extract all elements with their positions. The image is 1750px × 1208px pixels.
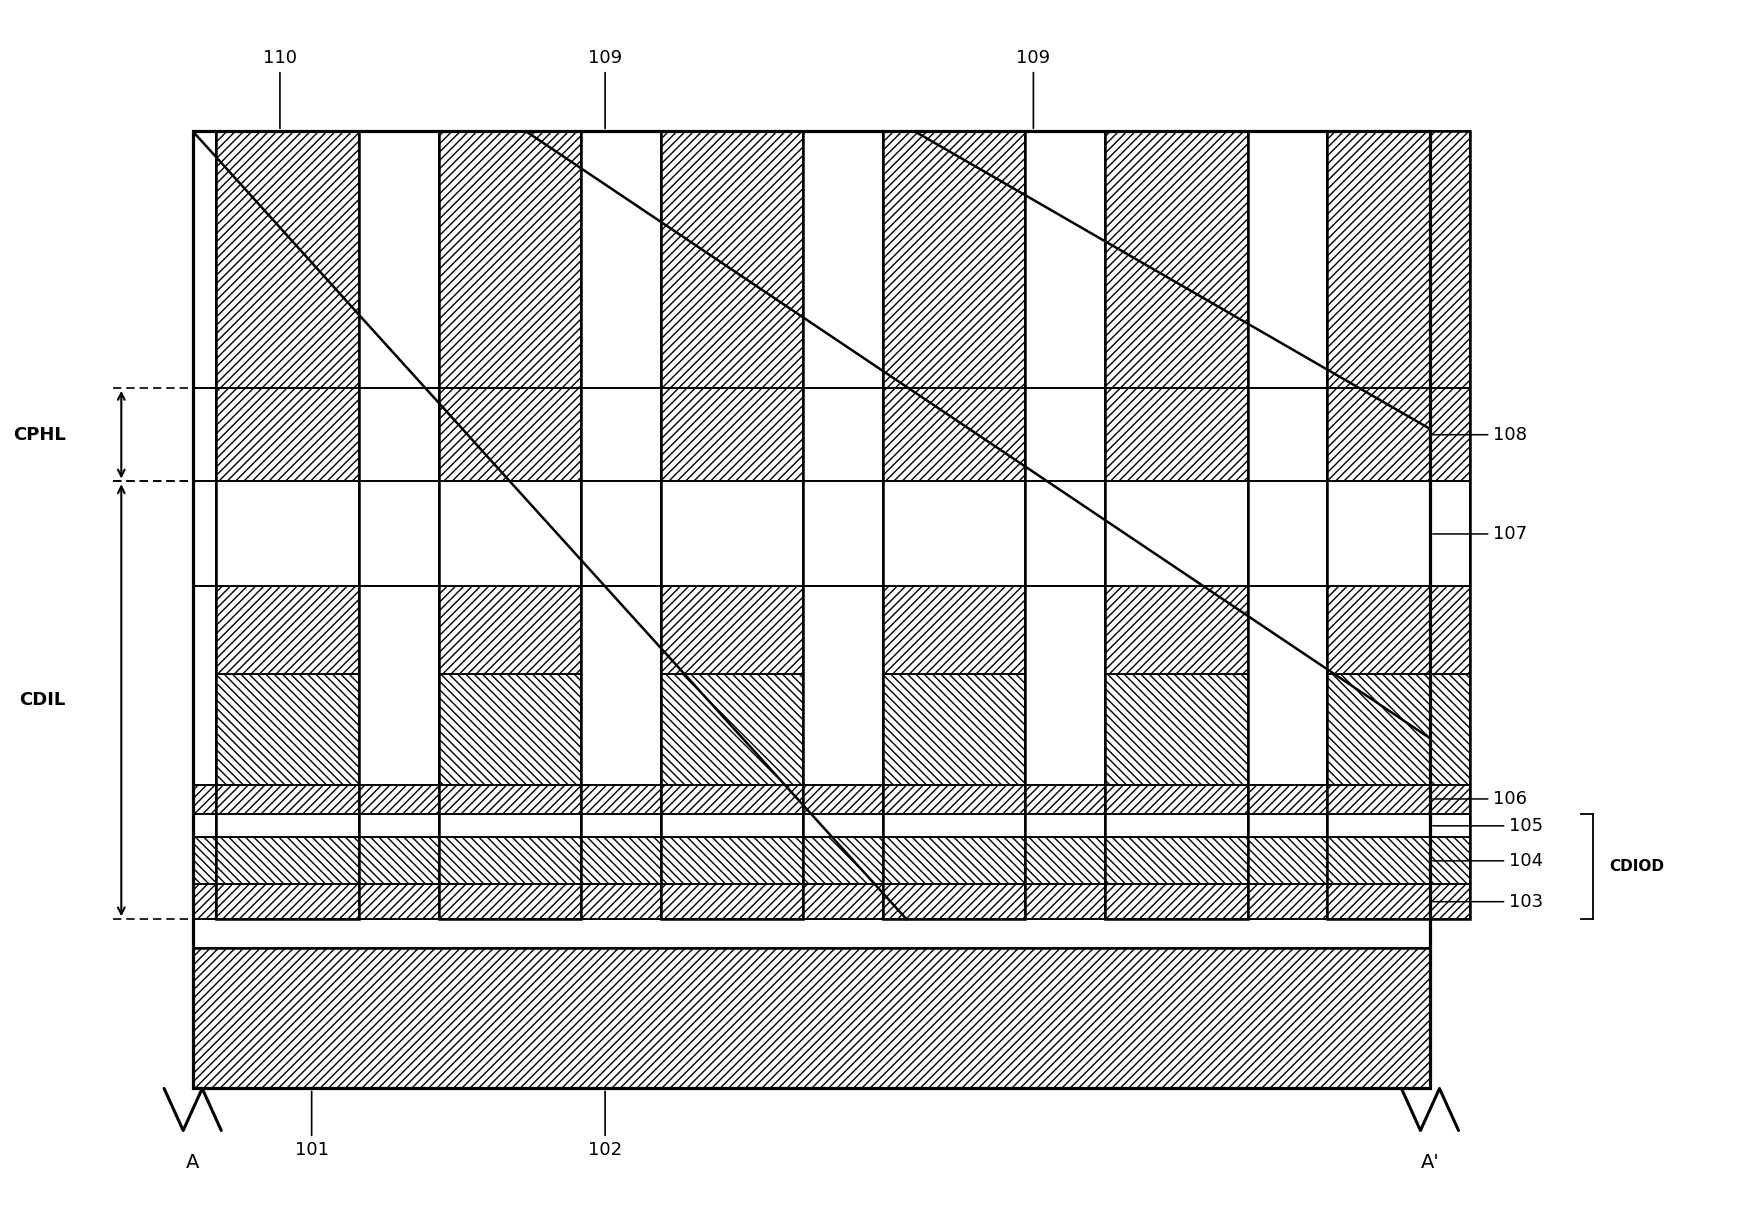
Text: A: A bbox=[186, 1152, 200, 1172]
Text: 103: 103 bbox=[1433, 893, 1544, 911]
Bar bbox=[439, 587, 581, 674]
Bar bbox=[882, 884, 1026, 919]
Bar bbox=[1326, 132, 1470, 919]
Bar bbox=[439, 388, 581, 482]
Bar bbox=[882, 388, 1026, 482]
Text: 104: 104 bbox=[1433, 852, 1544, 870]
Bar bbox=[217, 482, 359, 587]
Bar bbox=[1326, 814, 1470, 837]
Bar bbox=[217, 132, 359, 919]
Bar bbox=[192, 948, 1430, 1088]
Bar bbox=[439, 837, 581, 884]
Bar bbox=[1326, 132, 1470, 919]
Bar bbox=[662, 674, 803, 785]
Bar bbox=[662, 388, 803, 482]
Bar bbox=[1104, 482, 1248, 587]
Bar bbox=[217, 814, 359, 837]
Bar bbox=[1326, 132, 1470, 388]
Bar bbox=[1104, 132, 1248, 388]
Bar bbox=[1326, 785, 1470, 814]
Bar bbox=[1326, 837, 1470, 884]
Bar bbox=[662, 482, 803, 587]
Text: CDIL: CDIL bbox=[19, 691, 66, 709]
Bar bbox=[1104, 837, 1248, 884]
Bar bbox=[662, 132, 803, 919]
Bar bbox=[217, 388, 359, 482]
Bar bbox=[662, 785, 803, 814]
Bar bbox=[662, 132, 803, 388]
Bar bbox=[1104, 674, 1248, 785]
Bar bbox=[882, 132, 1026, 388]
Bar bbox=[217, 132, 359, 388]
Text: 102: 102 bbox=[588, 1091, 623, 1158]
Bar bbox=[439, 132, 581, 919]
Text: 106: 106 bbox=[1433, 790, 1528, 808]
Bar bbox=[662, 884, 803, 919]
Bar bbox=[1104, 132, 1248, 919]
Bar bbox=[192, 132, 1430, 1088]
Text: 109: 109 bbox=[1017, 50, 1050, 128]
Text: A': A' bbox=[1421, 1152, 1438, 1172]
Bar bbox=[662, 132, 803, 919]
Bar bbox=[1104, 884, 1248, 919]
Bar bbox=[1104, 785, 1248, 814]
Text: 107: 107 bbox=[1433, 525, 1528, 542]
Bar bbox=[662, 587, 803, 674]
Bar bbox=[192, 884, 1430, 919]
Bar bbox=[217, 674, 359, 785]
Bar bbox=[1104, 587, 1248, 674]
Bar bbox=[882, 482, 1026, 587]
Bar bbox=[1326, 884, 1470, 919]
Bar bbox=[1104, 132, 1248, 919]
Bar bbox=[192, 837, 1430, 884]
Text: 105: 105 bbox=[1433, 817, 1544, 835]
Bar bbox=[217, 837, 359, 884]
Bar bbox=[1326, 482, 1470, 587]
Bar bbox=[1326, 587, 1470, 674]
Bar bbox=[662, 814, 803, 837]
Bar bbox=[1104, 388, 1248, 482]
Bar bbox=[1326, 674, 1470, 785]
Bar bbox=[439, 884, 581, 919]
Text: 109: 109 bbox=[588, 50, 623, 128]
Bar bbox=[882, 132, 1026, 919]
Bar bbox=[192, 814, 1430, 837]
Bar bbox=[439, 482, 581, 587]
Text: 108: 108 bbox=[1433, 425, 1528, 443]
Bar bbox=[882, 132, 1026, 919]
Bar bbox=[192, 919, 1430, 948]
Bar bbox=[439, 814, 581, 837]
Bar bbox=[217, 785, 359, 814]
Text: CPHL: CPHL bbox=[12, 425, 66, 443]
Text: 101: 101 bbox=[294, 1091, 329, 1158]
Bar bbox=[217, 587, 359, 674]
Bar bbox=[439, 132, 581, 919]
Bar bbox=[439, 132, 581, 388]
Text: CDIOD: CDIOD bbox=[1610, 859, 1664, 875]
Bar bbox=[882, 837, 1026, 884]
Bar bbox=[662, 837, 803, 884]
Bar bbox=[882, 674, 1026, 785]
Bar bbox=[1104, 814, 1248, 837]
Bar bbox=[882, 785, 1026, 814]
Bar bbox=[882, 814, 1026, 837]
Text: 110: 110 bbox=[262, 50, 298, 128]
Bar bbox=[882, 587, 1026, 674]
Bar bbox=[192, 785, 1430, 814]
Bar bbox=[217, 884, 359, 919]
Bar bbox=[439, 674, 581, 785]
Bar bbox=[217, 132, 359, 919]
Bar bbox=[1326, 388, 1470, 482]
Bar bbox=[439, 785, 581, 814]
